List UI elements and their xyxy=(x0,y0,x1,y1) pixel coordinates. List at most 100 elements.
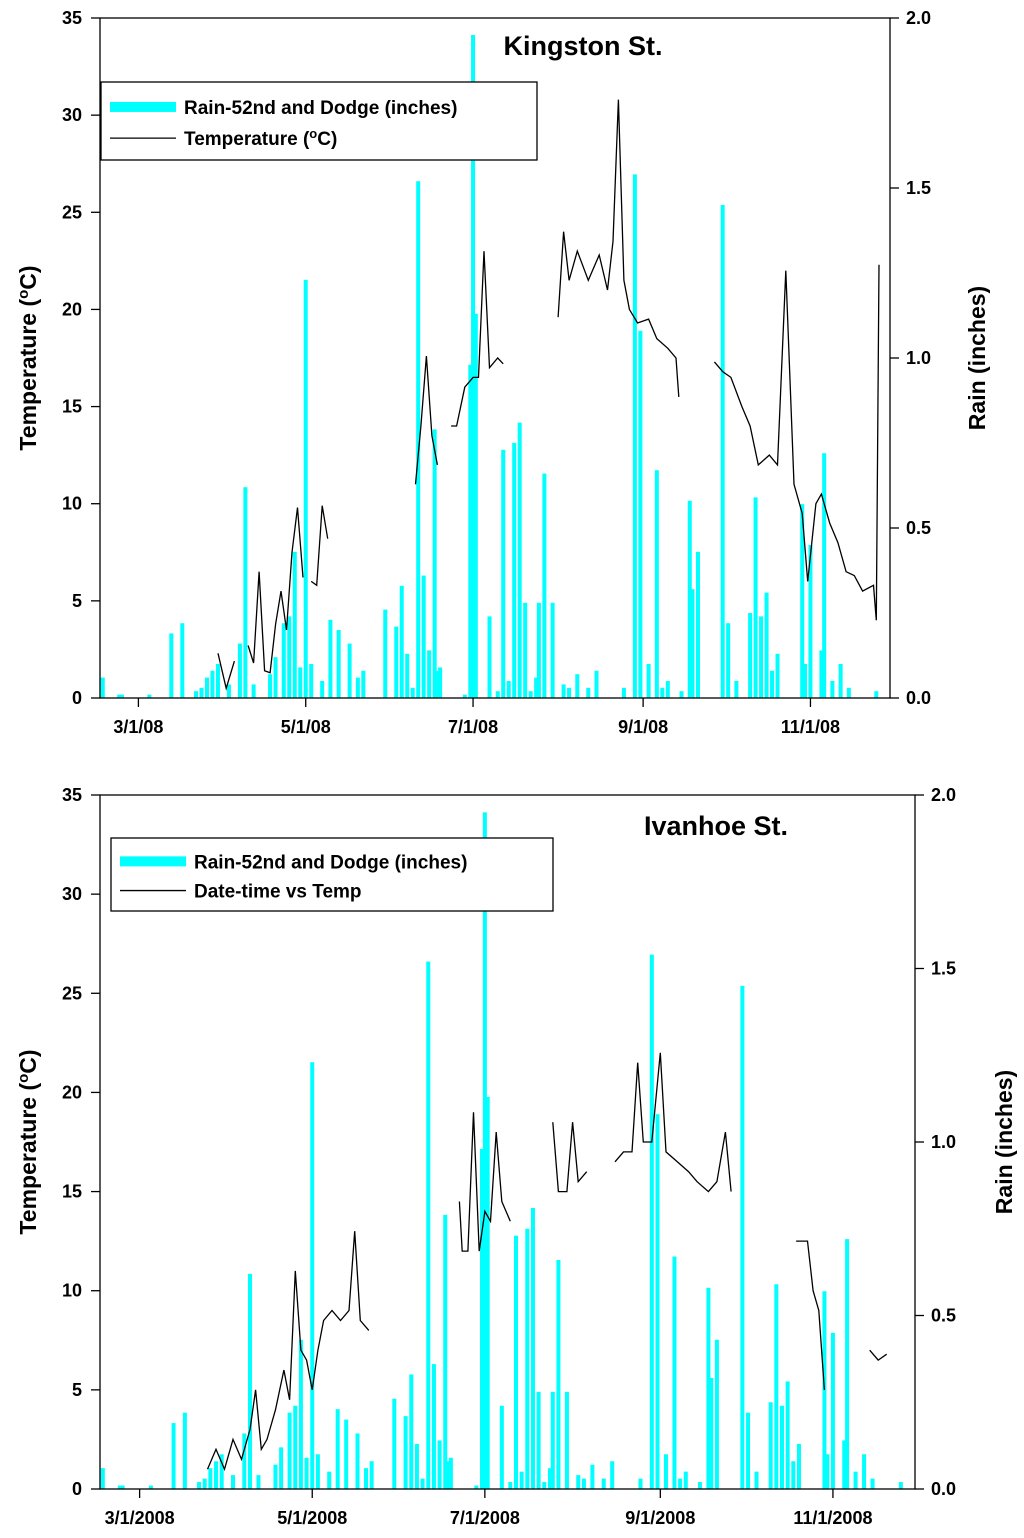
rain-bar xyxy=(287,1412,292,1489)
legend-rain-label: Rain-52nd and Dodge (inches) xyxy=(184,98,457,119)
rain-bar xyxy=(100,1468,105,1489)
temperature-line xyxy=(206,1052,888,1472)
rain-bars xyxy=(100,812,903,1489)
y-right-tick-label: 0.5 xyxy=(906,518,931,538)
rain-bar xyxy=(800,504,805,698)
rain-bar xyxy=(336,630,341,698)
rain-bar xyxy=(586,687,591,698)
rain-bar xyxy=(251,684,256,698)
rain-bar xyxy=(169,633,174,698)
rain-bar xyxy=(610,1461,615,1489)
rain-bar xyxy=(874,691,879,698)
chart-panel-1: 0 5 10 15 20 25 30 35 0.0 0.5 1.0 1.5 2.0 3/1/2008 5/1… xyxy=(15,785,1018,1528)
rain-bar xyxy=(808,545,813,698)
chart-panel-0: 0 5 10 15 20 25 30 35 0.0 0.5 1.0 1.5 2.0 3/1/08 5/1/0… xyxy=(15,8,991,737)
rain-bar xyxy=(754,1471,759,1489)
rain-bar xyxy=(796,1443,801,1489)
rain-bar xyxy=(199,687,204,698)
rain-bar xyxy=(830,1332,835,1489)
y-left-tick-label: 10 xyxy=(62,1281,82,1301)
chart-title: Ivanhoe St. xyxy=(644,811,788,841)
rain-bar xyxy=(764,592,769,698)
y-left-axis-title: Temperature (oC) xyxy=(15,265,42,450)
x-tick-label: 11/1/2008 xyxy=(793,1508,872,1528)
legend-rain-swatch xyxy=(120,856,186,867)
rain-bar xyxy=(119,694,124,698)
rain-bar xyxy=(720,205,725,698)
rain-bar xyxy=(215,664,220,698)
rain-bar xyxy=(292,551,297,698)
y-right-tick-label: 2.0 xyxy=(931,785,956,805)
x-tick-label: 11/1/08 xyxy=(781,717,840,737)
rain-bar xyxy=(638,1478,643,1489)
rain-bar xyxy=(287,616,292,698)
rain-bar xyxy=(632,174,637,698)
rain-bar xyxy=(734,681,739,698)
temperature-series-segment xyxy=(869,1349,888,1361)
rain-bar xyxy=(256,1475,261,1489)
rain-bar xyxy=(536,602,541,698)
rain-bar xyxy=(355,1433,360,1489)
temperature-line xyxy=(217,99,880,691)
rain-bar xyxy=(474,1485,479,1489)
rain-bar xyxy=(556,1259,561,1489)
rain-bar xyxy=(740,985,745,1489)
rain-bar xyxy=(147,694,152,698)
rain-bar xyxy=(487,616,492,698)
y-right-tick-label: 1.0 xyxy=(931,1132,956,1152)
rain-bar xyxy=(501,449,506,698)
rain-bar xyxy=(870,1478,875,1489)
rain-bar xyxy=(392,1398,397,1489)
rain-bar xyxy=(759,616,764,698)
y-left-tick-label: 5 xyxy=(72,591,82,611)
rain-bar xyxy=(437,1440,442,1489)
x-tick-label: 9/1/2008 xyxy=(625,1508,695,1528)
rain-bar xyxy=(550,1391,555,1489)
rain-bar xyxy=(770,670,775,698)
rain-bar xyxy=(564,1391,569,1489)
rain-bars xyxy=(100,35,879,698)
rain-bar xyxy=(819,650,824,698)
temperature-series-segment xyxy=(414,356,439,485)
rain-bar xyxy=(567,687,572,698)
rain-bar xyxy=(775,653,780,698)
y-left-tick-label: 25 xyxy=(62,202,82,222)
rain-bar xyxy=(853,1471,858,1489)
y-left-tick-label: 35 xyxy=(62,8,82,28)
rain-bar xyxy=(654,470,659,698)
rain-bar xyxy=(335,1409,340,1489)
rain-bar xyxy=(416,181,421,698)
rain-bar xyxy=(822,453,827,698)
legend-line-label: Date-time vs Temp xyxy=(194,882,362,903)
rain-bar xyxy=(746,1412,751,1489)
rain-bar xyxy=(506,681,511,698)
rain-bar xyxy=(180,623,185,698)
y-left-tick-label: 20 xyxy=(62,1082,82,1102)
rain-bar xyxy=(435,670,440,698)
rain-bar xyxy=(182,1412,187,1489)
rain-bar xyxy=(202,1478,207,1489)
rain-bar xyxy=(204,677,209,698)
rain-bar xyxy=(830,681,835,698)
rain-bar xyxy=(427,650,432,698)
rain-bar xyxy=(327,1471,332,1489)
rain-bar xyxy=(862,1454,867,1489)
rain-bar xyxy=(678,1478,683,1489)
rain-bar xyxy=(550,602,555,698)
rain-bar xyxy=(638,330,643,698)
rain-bar xyxy=(210,670,215,698)
rain-bar xyxy=(462,694,467,698)
rain-bar xyxy=(534,677,539,698)
rain-bar xyxy=(468,364,473,698)
rain-bar xyxy=(561,684,566,698)
legend: Rain-52nd and Dodge (inches) Date-time vs… xyxy=(110,837,554,912)
rain-bar xyxy=(663,1454,668,1489)
rain-bar xyxy=(768,1402,773,1489)
rain-bar xyxy=(590,1464,595,1489)
x-tick-label: 3/1/08 xyxy=(113,717,163,737)
temperature-series-segment xyxy=(713,264,880,621)
rain-bar xyxy=(542,1482,547,1489)
rain-bar xyxy=(403,1416,408,1489)
rain-bar xyxy=(320,681,325,698)
rain-bar xyxy=(791,1461,796,1489)
